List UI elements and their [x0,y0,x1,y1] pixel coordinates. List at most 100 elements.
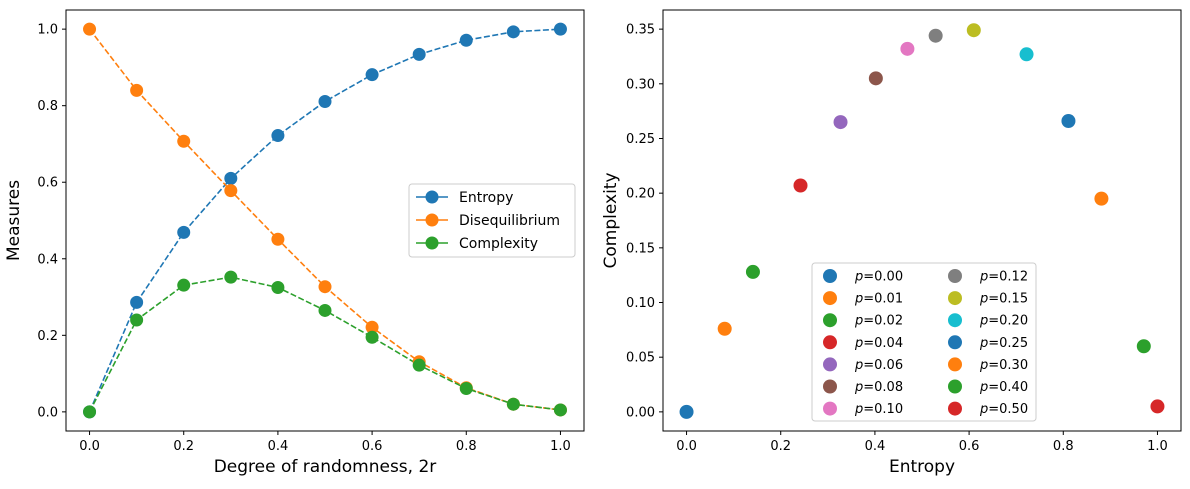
point-disequilibrium [224,184,238,198]
point-complexity [412,358,426,372]
scatter-point [745,264,760,279]
legend-marker [948,401,962,416]
legend-label: p=0.12 [979,270,1028,285]
point-entropy [506,25,520,39]
point-disequilibrium [365,320,379,334]
x-tick-label: 0.2 [173,439,194,454]
scatter-point [1094,191,1109,206]
legend-marker [823,269,837,283]
y-tick-label: 0.10 [626,296,655,311]
scatter-point [793,178,808,193]
legend-marker [948,313,962,328]
legend-label: p=0.30 [979,358,1028,373]
scatter-point [1061,113,1076,128]
y-axis-label: Measures [4,180,24,261]
y-tick-label: 0.25 [626,132,655,147]
legend-marker [823,357,837,372]
point-entropy [553,22,567,36]
legend-marker [948,269,962,283]
x-axis-label: Entropy [889,457,955,477]
x-tick-label: 0.0 [676,439,697,454]
legend-marker [948,357,962,372]
legend: p=0.00 p=0.01 p=0.02 p=0.04 p=0.06 p=0.08 p=0.… [811,262,1037,422]
x-tick-label: 0.0 [79,439,100,454]
point-entropy [224,171,238,185]
legend-label: Entropy [459,190,513,206]
point-disequilibrium [130,83,144,97]
point-complexity [365,330,379,344]
point-complexity [271,280,285,294]
point-complexity [83,405,97,419]
scatter-point [833,115,848,130]
legend-label: p=0.01 [854,292,903,307]
plot-frame [662,9,1182,432]
y-tick-label: 1.0 [37,23,58,38]
point-disequilibrium [177,134,191,148]
x-tick-label: 0.6 [959,439,980,454]
point-complexity [224,270,238,284]
legend-label: p=0.00 [854,270,903,285]
y-tick-label: 0.20 [626,187,655,202]
y-tick-label: 0.35 [626,23,655,38]
legend-box [811,262,1037,422]
point-complexity [506,397,520,411]
point-entropy [412,47,426,61]
scatter-point [928,28,943,43]
point-complexity [459,382,473,396]
legend-marker [425,236,439,250]
x-tick-label: 0.4 [268,439,289,454]
legend-label: p=0.40 [979,380,1028,395]
legend-marker [823,313,837,328]
legend: Entropy Disequilibrium Complexity [408,183,576,258]
y-tick-label: 0.6 [37,176,58,191]
legend-label: Complexity [459,236,538,252]
point-disequilibrium [318,280,332,294]
x-tick-label: 0.4 [865,439,886,454]
legend-marker [425,213,439,227]
y-axis-label: Complexity [601,172,621,268]
x-tick-label: 0.6 [362,439,383,454]
y-tick-label: 0.05 [626,351,655,366]
legend-label: p=0.10 [854,402,903,417]
legend-marker [948,291,962,306]
scatter-point [966,23,981,38]
legend-marker [823,401,837,416]
legend-label: p=0.20 [979,314,1028,329]
point-disequilibrium [271,232,285,246]
legend-marker [823,291,837,306]
point-disequilibrium [83,22,97,36]
scatter-point [868,71,883,86]
scatter-point [717,321,732,336]
legend-marker [823,379,837,394]
x-tick-label: 0.8 [456,439,477,454]
scatter-point [1150,399,1165,414]
y-tick-label: 0.30 [626,77,655,92]
point-entropy [177,225,191,239]
y-tick-label: 0.00 [626,405,655,420]
complexity-entropy-chart: 0.0 0.2 0.4 0.6 0.8 1.0 0.00 0.05 0.10 0.15 0.20 0.… [601,9,1182,477]
y-tick-label: 0.8 [37,99,58,114]
measures-chart: 0.0 0.2 0.4 0.6 0.8 1.0 0.0 0.2 0.4 0.6 0.8 1.0 Degr… [4,9,585,477]
point-complexity [130,313,144,327]
legend-marker [948,379,962,394]
y-tick-label: 0.0 [37,405,58,420]
legend-label: p=0.04 [854,336,903,351]
point-complexity [318,303,332,317]
x-axis-label: Degree of randomness, 2r [214,457,437,477]
scatter-point [1136,339,1151,354]
x-tick-label: 0.8 [1053,439,1074,454]
y-tick-label: 0.4 [37,252,58,267]
point-entropy [459,33,473,47]
point-entropy [365,68,379,82]
legend-label: p=0.02 [854,314,903,329]
y-tick-label: 0.15 [626,241,655,256]
scatter-point [1019,47,1034,62]
series-line-complexity [88,276,561,413]
legend-label: Disequilibrium [459,213,560,229]
legend-marker [425,190,439,204]
scatter-point [900,41,915,56]
scatter-point [679,404,694,419]
point-entropy [130,295,144,309]
point-complexity [553,403,567,417]
